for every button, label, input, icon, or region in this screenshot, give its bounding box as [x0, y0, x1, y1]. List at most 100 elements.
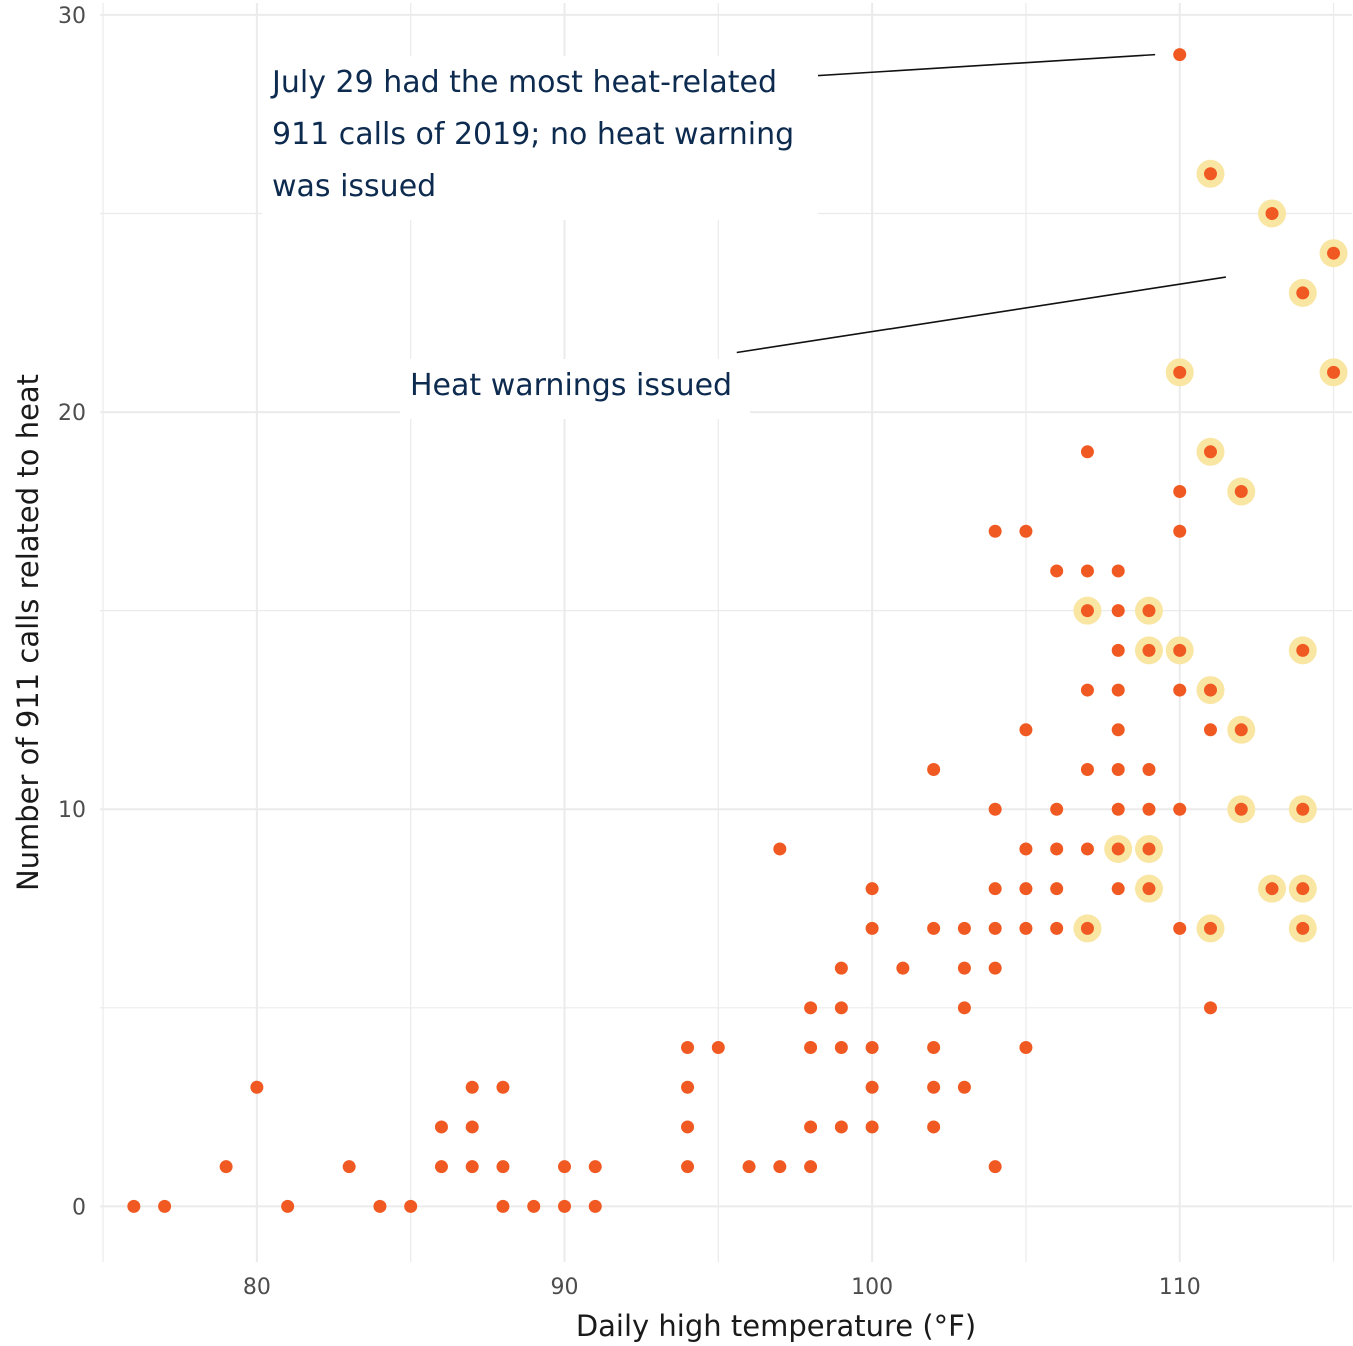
data-point: [1234, 723, 1248, 737]
data-point: [865, 1041, 879, 1055]
annotation-text: was issued: [272, 169, 436, 204]
data-point: [373, 1199, 387, 1213]
y-tick-label: 20: [58, 401, 86, 426]
data-point: [681, 1041, 695, 1055]
data-point: [1111, 564, 1125, 578]
data-point: [1296, 643, 1310, 657]
data-point: [711, 1041, 725, 1055]
data-point: [1173, 921, 1187, 935]
data-point: [1173, 683, 1187, 697]
data-point: [127, 1199, 141, 1213]
data-point: [988, 1160, 1002, 1174]
data-point: [1111, 643, 1125, 657]
data-point: [1111, 802, 1125, 816]
data-point: [1019, 921, 1033, 935]
data-point: [957, 921, 971, 935]
data-point: [927, 1080, 941, 1094]
data-point: [988, 961, 1002, 975]
data-point: [1234, 802, 1248, 816]
data-point: [681, 1160, 695, 1174]
tick-labels: 80 90 100 110 0 10 20 30: [58, 4, 1201, 1300]
data-point: [1203, 921, 1217, 935]
y-tick-label: 30: [58, 4, 86, 29]
x-axis-title: Daily high temperature (°F): [576, 1309, 976, 1343]
data-point: [1080, 842, 1094, 856]
data-point: [1203, 723, 1217, 737]
data-point: [465, 1160, 479, 1174]
data-point: [558, 1199, 572, 1213]
data-point: [1203, 1001, 1217, 1015]
data-point: [1080, 683, 1094, 697]
data-point: [342, 1160, 356, 1174]
data-point: [281, 1199, 295, 1213]
data-point: [865, 921, 879, 935]
data-point: [927, 1120, 941, 1134]
data-point: [219, 1160, 233, 1174]
annotation-text: July 29 had the most heat-related: [270, 65, 777, 100]
data-point: [1203, 445, 1217, 459]
x-tick-label: 80: [243, 1275, 271, 1300]
data-point: [588, 1199, 602, 1213]
data-point: [1019, 1041, 1033, 1055]
data-point: [558, 1160, 572, 1174]
data-point: [834, 1120, 848, 1134]
y-axis-title: Number of 911 calls related to heat: [11, 374, 45, 891]
y-tick-label: 10: [58, 798, 86, 823]
data-point: [1050, 921, 1064, 935]
data-point: [834, 961, 848, 975]
data-point: [1173, 802, 1187, 816]
data-point: [957, 961, 971, 975]
data-point: [1142, 802, 1156, 816]
data-point: [1234, 485, 1248, 499]
data-point: [1327, 246, 1341, 260]
data-point: [1080, 763, 1094, 777]
data-point: [1050, 802, 1064, 816]
annotation-text: Heat warnings issued: [410, 368, 732, 403]
x-tick-label: 110: [1159, 1275, 1201, 1300]
data-point: [1111, 683, 1125, 697]
data-point: [988, 524, 1002, 538]
data-point: [988, 802, 1002, 816]
data-point: [773, 842, 787, 856]
x-tick-label: 100: [851, 1275, 893, 1300]
data-point: [1296, 802, 1310, 816]
data-point: [804, 1001, 818, 1015]
data-point: [1203, 683, 1217, 697]
y-tick-label: 0: [72, 1195, 86, 1220]
heat-warning-highlights: [1073, 159, 1348, 943]
data-point: [927, 763, 941, 777]
data-point: [834, 1001, 848, 1015]
data-point: [496, 1199, 510, 1213]
data-point: [865, 882, 879, 896]
data-point: [1173, 48, 1187, 62]
data-point: [1296, 286, 1310, 300]
data-point: [681, 1080, 695, 1094]
annotation-background: [400, 359, 750, 419]
annotation-text: 911 calls of 2019; no heat warning: [272, 117, 794, 152]
data-point: [1019, 723, 1033, 737]
data-point: [957, 1080, 971, 1094]
data-point: [773, 1160, 787, 1174]
data-point: [588, 1160, 602, 1174]
data-point: [158, 1199, 172, 1213]
annotation-background: [262, 56, 818, 220]
data-point: [1203, 167, 1217, 181]
data-point: [1142, 643, 1156, 657]
data-point: [496, 1160, 510, 1174]
data-point: [1080, 564, 1094, 578]
annotations: July 29 had the most heat-related 911 cal…: [262, 56, 818, 419]
data-point: [1111, 763, 1125, 777]
data-point: [1080, 604, 1094, 618]
data-point: [1080, 921, 1094, 935]
data-point: [527, 1199, 541, 1213]
data-point: [465, 1120, 479, 1134]
data-point: [1296, 921, 1310, 935]
data-point: [1050, 564, 1064, 578]
data-point: [957, 1001, 971, 1015]
annotation-pointer-line: [736, 276, 1226, 354]
data-point: [896, 961, 910, 975]
data-point: [434, 1160, 448, 1174]
data-point: [1142, 882, 1156, 896]
data-point: [804, 1041, 818, 1055]
data-point: [1142, 842, 1156, 856]
